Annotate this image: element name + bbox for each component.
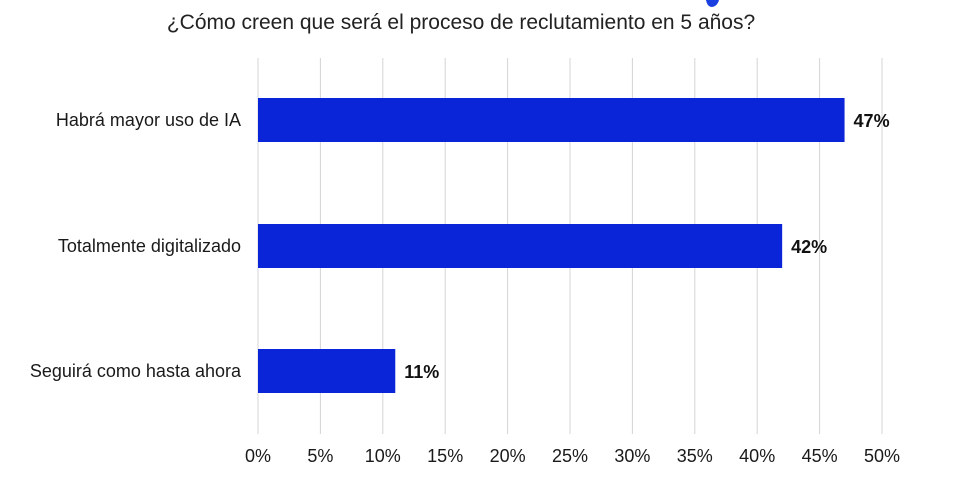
data-label: 42% <box>791 237 827 257</box>
x-tick-label: 35% <box>677 446 713 466</box>
data-label: 47% <box>854 111 890 131</box>
x-tick-label: 20% <box>490 446 526 466</box>
x-tick-label: 25% <box>552 446 588 466</box>
x-tick-label: 0% <box>245 446 271 466</box>
category-label: Seguirá como hasta ahora <box>30 361 242 381</box>
category-label: Habrá mayor uso de IA <box>56 110 241 130</box>
x-tick-label: 45% <box>802 446 838 466</box>
x-tick-label: 10% <box>365 446 401 466</box>
x-tick-label: 15% <box>427 446 463 466</box>
x-tick-label: 5% <box>307 446 333 466</box>
x-tick-label: 40% <box>739 446 775 466</box>
data-label: 11% <box>404 362 439 382</box>
bar <box>258 349 396 393</box>
bar <box>258 98 845 142</box>
category-label: Totalmente digitalizado <box>58 236 241 256</box>
chart-title: ¿Cómo creen que será el proceso de reclu… <box>166 11 756 34</box>
x-tick-label: 30% <box>614 446 650 466</box>
cropped-header-mark <box>706 0 719 7</box>
x-tick-label: 50% <box>864 446 900 466</box>
bar <box>258 224 783 268</box>
